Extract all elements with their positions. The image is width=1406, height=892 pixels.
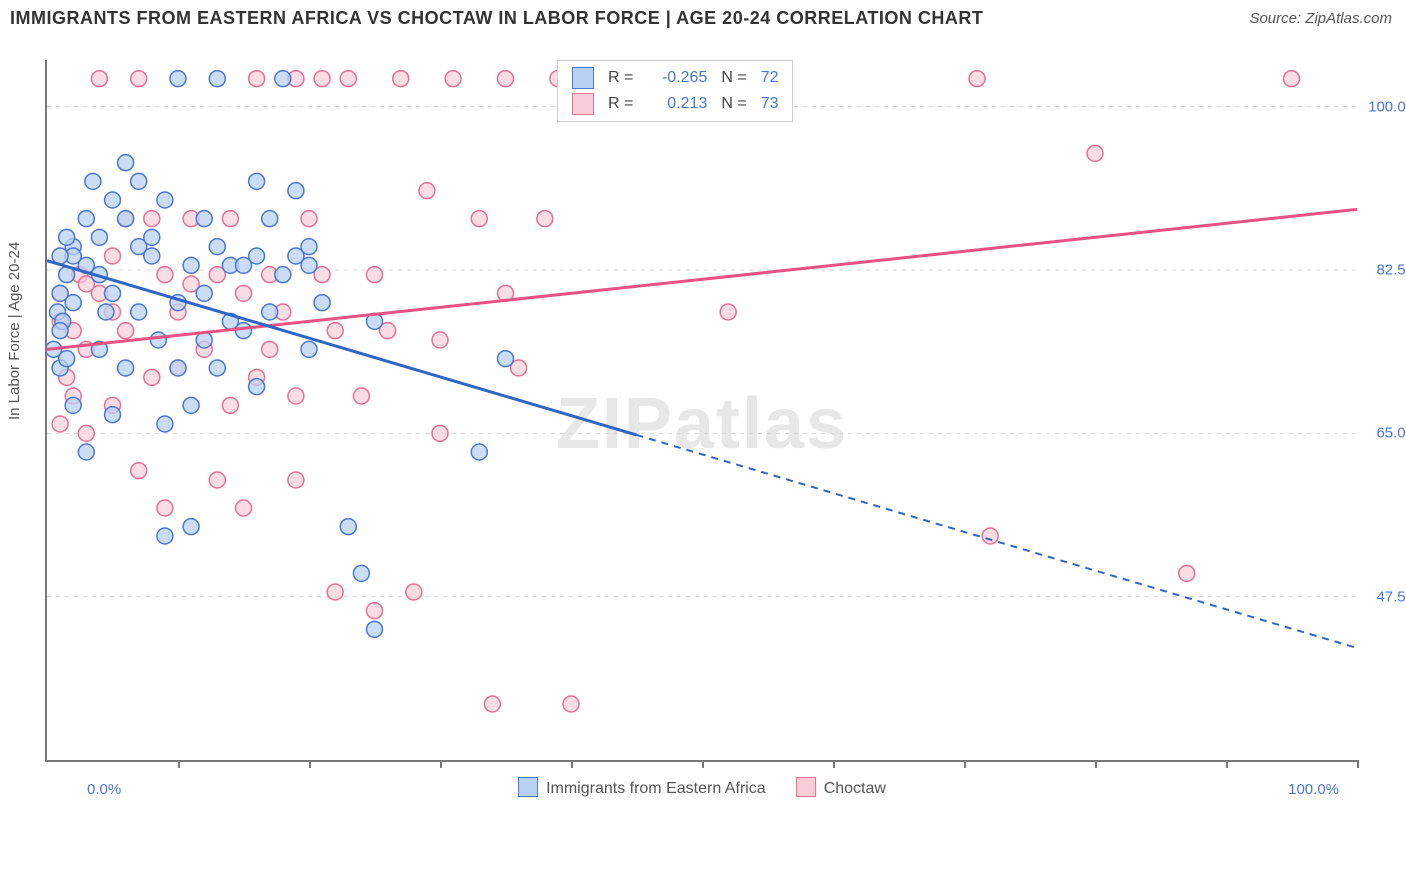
chart-title: IMMIGRANTS FROM EASTERN AFRICA VS CHOCTA… (10, 8, 983, 29)
correlation-legend-row: R =-0.265N =72 (572, 65, 778, 91)
gridlines-layer (47, 60, 1357, 760)
y-tick-label: 100.0% (1368, 98, 1406, 115)
y-axis-label: In Labor Force | Age 20-24 (6, 242, 23, 420)
x-tick-mark (1357, 760, 1359, 768)
correlation-legend: R =-0.265N =72R =0.213N =73 (557, 60, 793, 122)
x-axis-min-label: 0.0% (87, 781, 121, 798)
x-tick-mark (571, 760, 573, 768)
source-attribution: Source: ZipAtlas.com (1249, 10, 1392, 27)
x-tick-mark (440, 760, 442, 768)
series-legend-item: Choctaw (796, 777, 886, 798)
series-legend-item: Immigrants from Eastern Africa (518, 777, 766, 798)
scatter-points-layer (47, 60, 1357, 760)
y-tick-label: 47.5% (1376, 588, 1406, 605)
x-tick-mark (178, 760, 180, 768)
trend-lines-layer (47, 60, 1357, 760)
x-tick-mark (702, 760, 704, 768)
x-tick-mark (1226, 760, 1228, 768)
x-tick-mark (309, 760, 311, 768)
correlation-legend-row: R =0.213N =73 (572, 91, 778, 117)
series-legend: Immigrants from Eastern Africa Choctaw (518, 777, 886, 798)
y-tick-label: 65.0% (1376, 425, 1406, 442)
plot-area: ZIPatlas R =-0.265N =72R =0.213N =73 47.… (45, 60, 1357, 762)
x-tick-mark (964, 760, 966, 768)
y-tick-label: 82.5% (1376, 262, 1406, 279)
x-axis-max-label: 100.0% (1288, 781, 1339, 798)
watermark: ZIPatlas (556, 383, 848, 465)
x-tick-mark (833, 760, 835, 768)
x-tick-mark (1095, 760, 1097, 768)
